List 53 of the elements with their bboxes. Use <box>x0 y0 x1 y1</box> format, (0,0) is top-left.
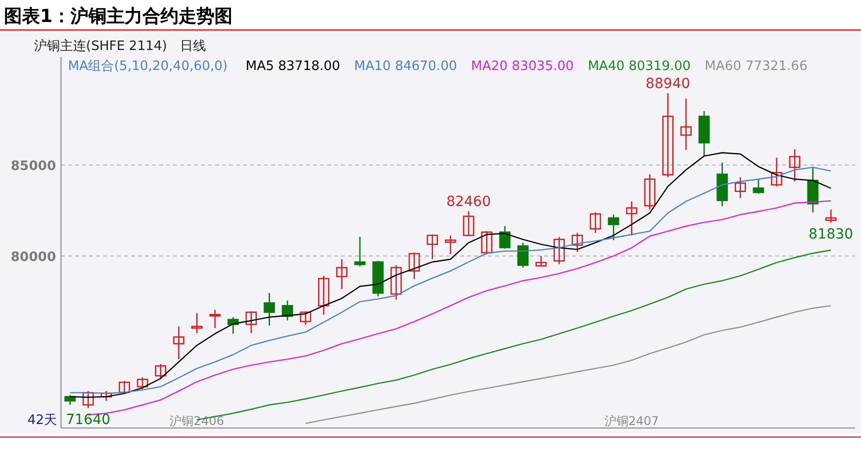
candlestick <box>825 208 837 224</box>
candlestick <box>734 176 746 199</box>
text: 42天 <box>27 413 57 428</box>
annotation: 82460 <box>446 194 491 210</box>
candlestick <box>136 376 148 390</box>
candlestick <box>390 264 402 300</box>
candlestick <box>246 310 257 334</box>
candlestick <box>644 174 656 210</box>
candlestick <box>155 363 166 380</box>
candlestick <box>444 234 456 255</box>
candlestick <box>209 309 221 329</box>
candlestick <box>426 234 438 260</box>
text: MA10 84670.00 <box>354 59 457 74</box>
candlestick <box>517 242 529 268</box>
candlestick <box>499 225 510 250</box>
annotation: 88940 <box>646 76 690 92</box>
candlestick <box>191 312 203 334</box>
candlestick <box>807 166 818 213</box>
candlestick <box>770 157 782 188</box>
candlestick <box>608 214 620 241</box>
candlestick <box>662 92 674 178</box>
candlestick <box>752 178 764 194</box>
candlestick <box>264 292 275 326</box>
candlestick <box>336 258 348 290</box>
text: MA5 83718.00 <box>246 59 340 74</box>
candlestick <box>572 232 583 253</box>
candlestick <box>789 148 800 182</box>
candlestick <box>354 236 366 268</box>
candlestick <box>554 236 565 265</box>
candlestick <box>318 275 330 316</box>
legend-title: MA组合(5,10,20,40,60,0) <box>68 59 228 74</box>
chart-subtitle: 沪铜主连(SHFE 2114) 日线 <box>34 38 206 54</box>
y-tick-label: 80000 <box>10 250 56 265</box>
candlestick <box>173 326 184 360</box>
candlestick <box>82 390 94 409</box>
annotation: 81830 <box>808 226 854 243</box>
chart-title: 图表1：沪铜主力合约走势图 <box>4 6 233 27</box>
candlestick <box>535 255 547 268</box>
text: MA60 77321.66 <box>704 59 808 74</box>
candlestick <box>680 98 692 151</box>
candlestick <box>481 230 492 255</box>
candlestick <box>300 310 312 326</box>
text: MA40 80319.00 <box>588 59 691 74</box>
line-series <box>304 305 832 424</box>
candlestick <box>626 200 638 236</box>
candlestick <box>118 380 130 394</box>
annotation: 71640 <box>66 412 110 428</box>
text: MA20 83035.00 <box>471 59 574 74</box>
candlestick <box>590 212 602 234</box>
x-tick-label: 沪铜2407 <box>604 414 659 428</box>
candlestick <box>462 210 474 237</box>
candlestick <box>408 252 420 280</box>
y-tick-label: 85000 <box>10 158 56 174</box>
